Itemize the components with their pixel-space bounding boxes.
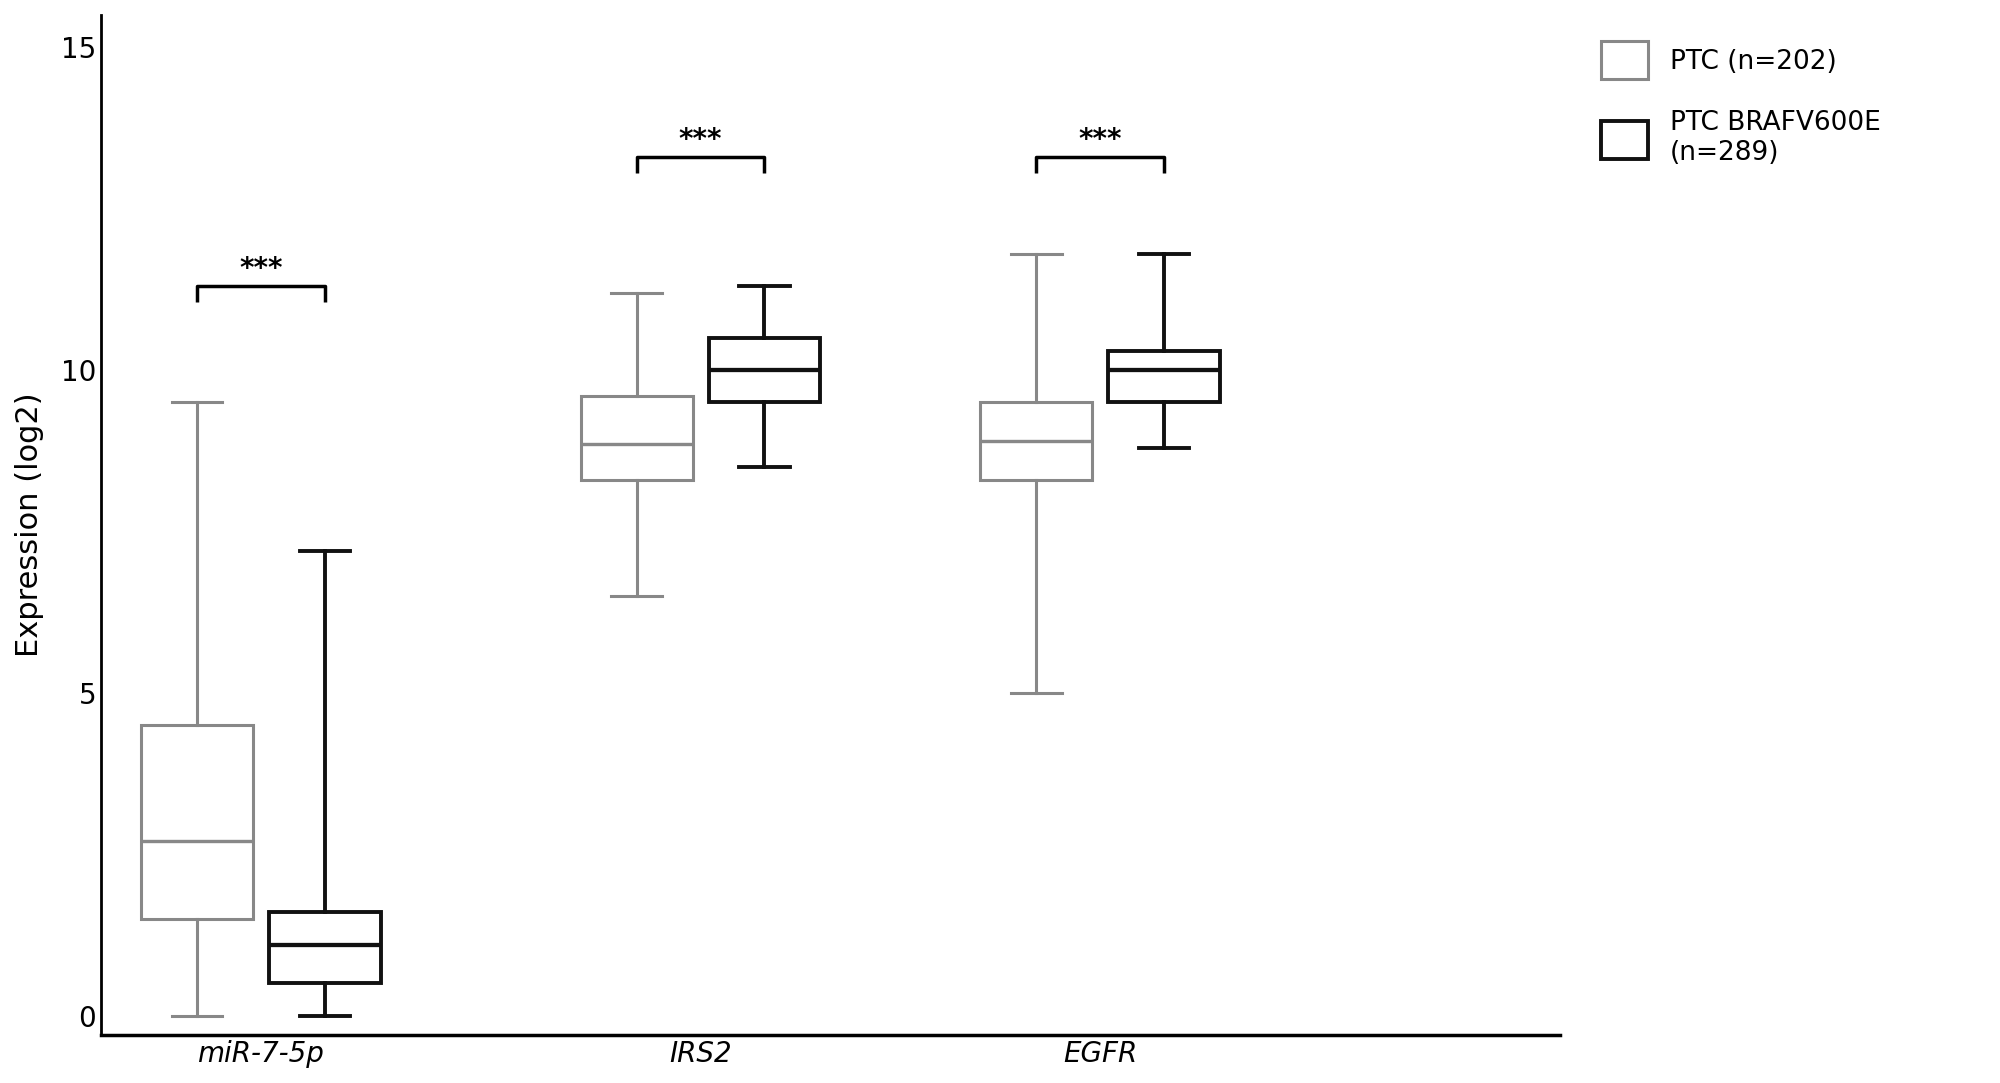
- Bar: [580, 396, 692, 480]
- Bar: [268, 913, 380, 983]
- Bar: [140, 726, 252, 918]
- Text: ***: ***: [678, 126, 722, 154]
- Text: ***: ***: [1078, 126, 1122, 154]
- Legend: PTC (n=202), PTC BRAFV600E
(n=289): PTC (n=202), PTC BRAFV600E (n=289): [1588, 28, 1894, 180]
- Text: ***: ***: [240, 255, 282, 283]
- Bar: [708, 338, 820, 403]
- Bar: [1108, 351, 1220, 403]
- Y-axis label: Expression (log2): Expression (log2): [14, 393, 44, 657]
- Bar: [980, 403, 1092, 480]
